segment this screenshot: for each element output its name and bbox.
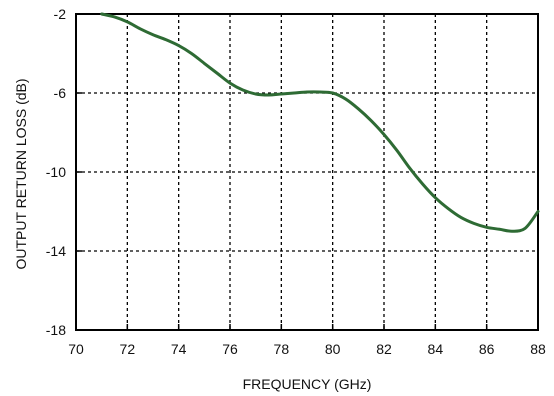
y-tick-label: -2: [54, 6, 67, 22]
grid-lines: [76, 14, 538, 330]
y-tick-label: -10: [46, 164, 66, 180]
x-tick-label: 84: [428, 341, 444, 357]
series-line: [100, 12, 540, 233]
x-axis-label: FREQUENCY (GHz): [243, 376, 372, 392]
series-layer: [100, 12, 540, 233]
x-tick-label: 76: [222, 341, 238, 357]
x-tick-label: 72: [120, 341, 136, 357]
y-tick-label: -18: [46, 322, 66, 338]
tick-labels: 70 72 74 76 78 80 82 84 86 88 -2 -6 -10 -14 -18: [46, 6, 546, 357]
x-tick-label: 86: [479, 341, 495, 357]
x-tick-label: 78: [274, 341, 290, 357]
x-tick-label: 74: [171, 341, 187, 357]
x-tick-label: 80: [325, 341, 341, 357]
x-tick-label: 88: [530, 341, 546, 357]
y-tick-label: -14: [46, 243, 66, 259]
plot-border: [75, 13, 539, 331]
y-axis-label: OUTPUT RETURN LOSS (dB): [13, 78, 29, 269]
x-tick-label: 82: [376, 341, 392, 357]
y-tick-label: -6: [54, 85, 67, 101]
x-tick-label: 70: [68, 341, 84, 357]
plot-frame: [75, 13, 539, 331]
